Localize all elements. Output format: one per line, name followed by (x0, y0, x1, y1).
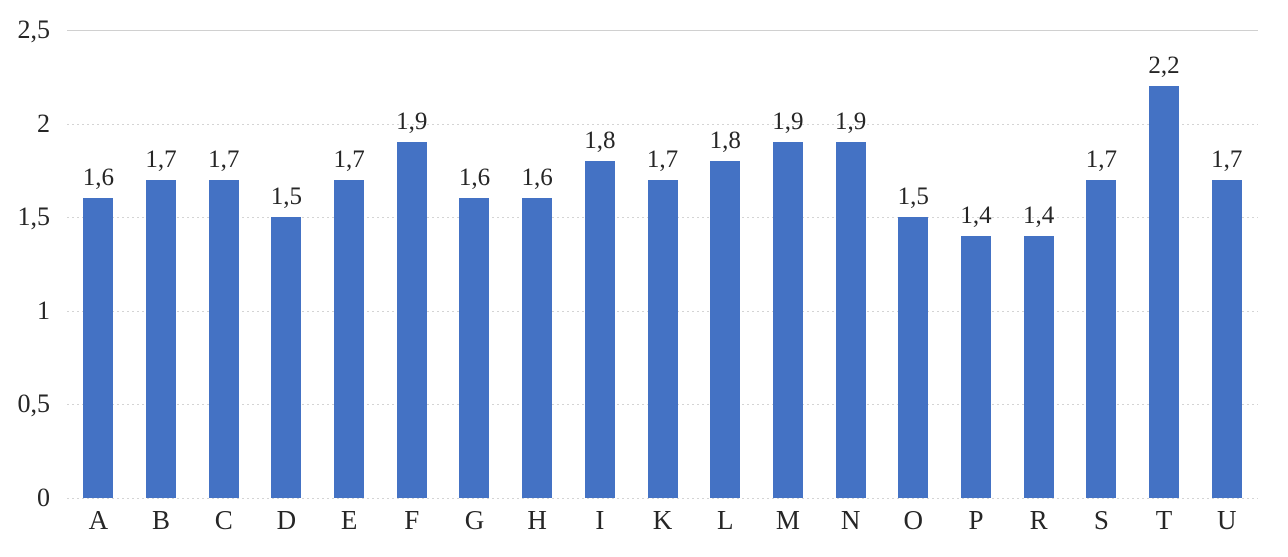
bar-slot: 1,5 (255, 30, 318, 498)
bar (271, 217, 302, 498)
bar (584, 161, 615, 498)
x-tick-label: N (840, 505, 861, 535)
bar-slot: 1,9 (757, 30, 820, 498)
x-tick-label: D (276, 505, 297, 535)
bar (396, 142, 427, 498)
bar (647, 179, 678, 498)
y-tick-label: 1 (37, 295, 50, 325)
bar-value-label: 1,8 (709, 127, 741, 155)
bar-value-label: 1,8 (584, 127, 616, 155)
bar-value-label: 1,4 (1023, 201, 1055, 229)
bar-slot: 1,8 (694, 30, 757, 498)
bar-slot: 1,9 (819, 30, 882, 498)
y-tick-label: 1,5 (17, 202, 51, 232)
bar-slot: 1,4 (945, 30, 1008, 498)
bar-value-label: 1,7 (646, 145, 679, 173)
bar-slot: 1,7 (192, 30, 255, 498)
bar (83, 198, 114, 498)
bar-value-label: 1,7 (1211, 145, 1243, 173)
bar-slot: 2,2 (1133, 30, 1196, 498)
bar-slot: 1,9 (380, 30, 443, 498)
bar (334, 179, 365, 498)
bar-value-label: 1,9 (772, 108, 804, 136)
y-tick-label: 2,5 (17, 15, 51, 44)
bar-value-label: 1,9 (396, 108, 428, 136)
y-axis: 0 0,5 1 1,5 2 2,5 (0, 17, 51, 511)
bar-slot: 1,6 (506, 30, 569, 498)
x-tick-label: K (652, 505, 673, 535)
bar (898, 217, 929, 498)
bar (835, 142, 866, 498)
bar-slot: 1,6 (443, 30, 506, 498)
bar-slot: 1,7 (1070, 30, 1133, 498)
x-tick-label: E (340, 505, 358, 535)
plot-area: 1,6 1,7 1,7 1,5 1,7 1,9 1,6 1,6 1,8 1,7 1,8 1,9 1,9 1… (67, 30, 1258, 499)
y-tick-label: 0 (37, 483, 50, 512)
y-tick-label: 2 (37, 108, 50, 138)
bar (960, 235, 991, 498)
x-tick-label: S (1093, 505, 1109, 535)
bar-value-label: 1,9 (834, 108, 867, 136)
bar-value-label: 1,7 (208, 145, 240, 173)
x-tick-label: M (775, 505, 800, 535)
bar (772, 142, 803, 498)
x-tick-label: L (716, 505, 734, 535)
bar (1086, 179, 1117, 498)
bar-value-label: 2,2 (1148, 52, 1180, 80)
x-tick-label: R (1029, 505, 1048, 535)
bar-value-label: 1,6 (82, 164, 114, 192)
x-tick-label: O (903, 505, 924, 535)
gridline (67, 498, 1258, 499)
x-tick-label: G (464, 505, 485, 535)
gridline (67, 30, 1258, 31)
bar-value-label: 1,6 (521, 164, 553, 192)
y-tick-label: 0,5 (17, 389, 51, 419)
x-tick-label: H (527, 505, 547, 535)
bar (710, 161, 741, 498)
bar-slot: 1,7 (1195, 30, 1258, 498)
bar-slot: 1,7 (130, 30, 193, 498)
bar (146, 179, 177, 498)
bar (1149, 86, 1180, 498)
x-tick-label: P (968, 505, 984, 535)
bar (208, 179, 239, 498)
bar-value-label: 1,5 (897, 183, 929, 211)
x-tick-label: A (88, 505, 109, 535)
x-tick-label: I (595, 505, 605, 535)
bar-slot: 1,6 (67, 30, 130, 498)
bar-slot: 1,8 (569, 30, 632, 498)
bar-value-label: 1,4 (960, 201, 992, 229)
bar-value-label: 1,7 (145, 145, 177, 173)
x-tick-label: U (1216, 505, 1237, 535)
bar-value-label: 1,6 (458, 164, 491, 192)
bar (459, 198, 490, 498)
x-tick-label: B (152, 505, 171, 535)
bar (1023, 235, 1054, 498)
bar-slot: 1,7 (631, 30, 694, 498)
bar-value-label: 1,7 (1085, 145, 1117, 173)
bar-value-label: 1,5 (270, 183, 303, 211)
bar-slot: 1,7 (318, 30, 381, 498)
bar (1211, 179, 1242, 498)
bar-slot: 1,5 (882, 30, 945, 498)
bar-slot: 1,4 (1007, 30, 1070, 498)
bar (522, 198, 553, 498)
x-tick-label: C (214, 505, 233, 535)
x-tick-label: T (1155, 505, 1173, 535)
bar-value-label: 1,7 (333, 145, 365, 173)
gridline (67, 123, 1258, 125)
bars: 1,6 1,7 1,7 1,5 1,7 1,9 1,6 1,6 1,8 1,7 1,8 1,9 1,9 1… (67, 30, 1258, 498)
x-tick-label: F (404, 505, 420, 535)
